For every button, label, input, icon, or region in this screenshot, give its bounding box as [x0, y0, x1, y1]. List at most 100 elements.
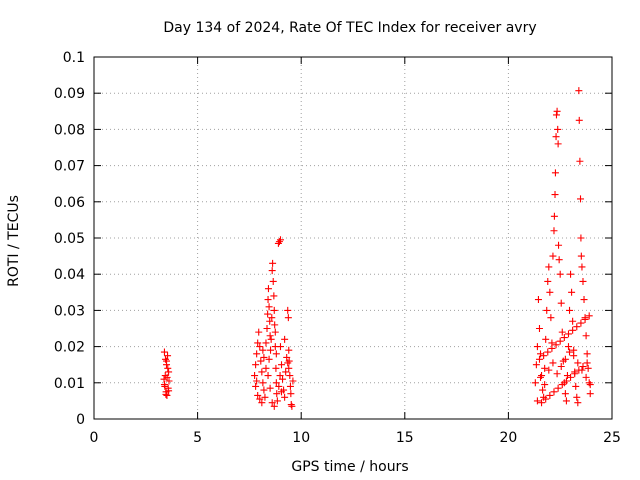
- data-point: [540, 352, 548, 360]
- data-point: [259, 346, 267, 354]
- data-point: [164, 364, 172, 372]
- data-point: [288, 402, 296, 410]
- data-point: [548, 344, 556, 352]
- data-point: [260, 353, 268, 361]
- data-point: [286, 372, 294, 380]
- data-point: [258, 368, 266, 376]
- data-point: [533, 343, 541, 351]
- data-point: [586, 390, 594, 398]
- data-point: [578, 263, 586, 271]
- data-point: [270, 292, 278, 300]
- data-point: [276, 343, 284, 351]
- data-point: [279, 375, 287, 383]
- data-point: [567, 373, 575, 381]
- data-point: [555, 241, 563, 249]
- data-point: [160, 381, 168, 389]
- data-point: [550, 227, 558, 235]
- data-point: [546, 391, 554, 399]
- y-tick-label: 0.09: [54, 86, 85, 102]
- data-point: [287, 401, 295, 409]
- data-point: [551, 169, 559, 177]
- data-point: [264, 310, 272, 318]
- data-point: [566, 348, 574, 356]
- data-point: [573, 393, 581, 401]
- data-point: [577, 252, 585, 260]
- data-point: [262, 364, 270, 372]
- data-point: [563, 372, 571, 380]
- x-tick-label: 10: [292, 430, 310, 446]
- y-tick-label: 0.06: [54, 195, 85, 211]
- y-tick-label: 0.05: [54, 231, 85, 247]
- data-point: [574, 399, 582, 407]
- data-point: [552, 111, 560, 119]
- data-point: [276, 372, 284, 380]
- data-point: [264, 285, 272, 293]
- data-point: [551, 191, 559, 199]
- data-point: [270, 402, 278, 410]
- data-point: [289, 377, 297, 385]
- y-tick-label: 0.04: [54, 267, 85, 283]
- data-point: [549, 359, 557, 367]
- data-point: [268, 314, 276, 322]
- data-point: [552, 133, 560, 141]
- data-point: [538, 372, 546, 380]
- data-point: [543, 306, 551, 314]
- data-point: [541, 381, 549, 389]
- data-point: [547, 314, 555, 322]
- data-point: [569, 326, 577, 334]
- data-point: [160, 348, 168, 356]
- data-point: [562, 397, 570, 405]
- data-point: [560, 334, 568, 342]
- data-point: [546, 288, 554, 296]
- axis-ticks: 0 0.01 0.02 0.03 0.04 0.05 0.06 0.07 0.08 0.09 0.1…: [54, 50, 621, 446]
- data-point: [535, 325, 543, 332]
- data-point: [165, 377, 173, 385]
- y-tick-label: 0.03: [54, 303, 85, 319]
- data-point: [275, 238, 283, 246]
- data-point: [539, 386, 547, 394]
- data-point: [585, 312, 593, 320]
- y-tick-label: 0.01: [54, 376, 85, 392]
- data-point: [163, 357, 171, 365]
- data-point: [253, 377, 261, 385]
- data-point: [255, 328, 263, 336]
- data-point: [275, 382, 283, 390]
- data-point: [284, 306, 292, 314]
- y-tick-label: 0.07: [54, 159, 85, 175]
- data-point: [545, 366, 553, 374]
- data-point: [552, 341, 560, 349]
- data-point: [577, 234, 585, 242]
- data-point: [577, 319, 585, 327]
- data-point: [531, 379, 539, 387]
- data-point: [534, 296, 542, 304]
- data-point: [271, 321, 279, 329]
- data-point: [575, 116, 583, 124]
- data-point: [278, 388, 286, 396]
- y-axis-label: ROTI / TECUs: [6, 195, 22, 287]
- data-point: [568, 288, 576, 296]
- data-point: [271, 328, 279, 336]
- x-tick-label: 0: [90, 430, 99, 446]
- data-point: [554, 140, 562, 148]
- data-point: [569, 317, 577, 325]
- data-point: [254, 391, 262, 399]
- data-point: [572, 382, 580, 390]
- data-point: [165, 368, 173, 376]
- data-point: [266, 332, 274, 340]
- data-point: [256, 395, 264, 403]
- data-points: [160, 87, 594, 410]
- data-point: [582, 332, 590, 340]
- data-point: [163, 373, 171, 381]
- data-point: [574, 359, 582, 367]
- data-point: [258, 399, 266, 407]
- data-point: [161, 372, 169, 380]
- data-point: [162, 390, 170, 398]
- data-point: [260, 386, 268, 394]
- data-point: [556, 270, 564, 278]
- data-point: [269, 259, 277, 267]
- data-point: [268, 267, 276, 275]
- data-point: [263, 325, 271, 332]
- data-point: [576, 157, 584, 165]
- data-point: [561, 390, 569, 398]
- data-point: [582, 373, 590, 381]
